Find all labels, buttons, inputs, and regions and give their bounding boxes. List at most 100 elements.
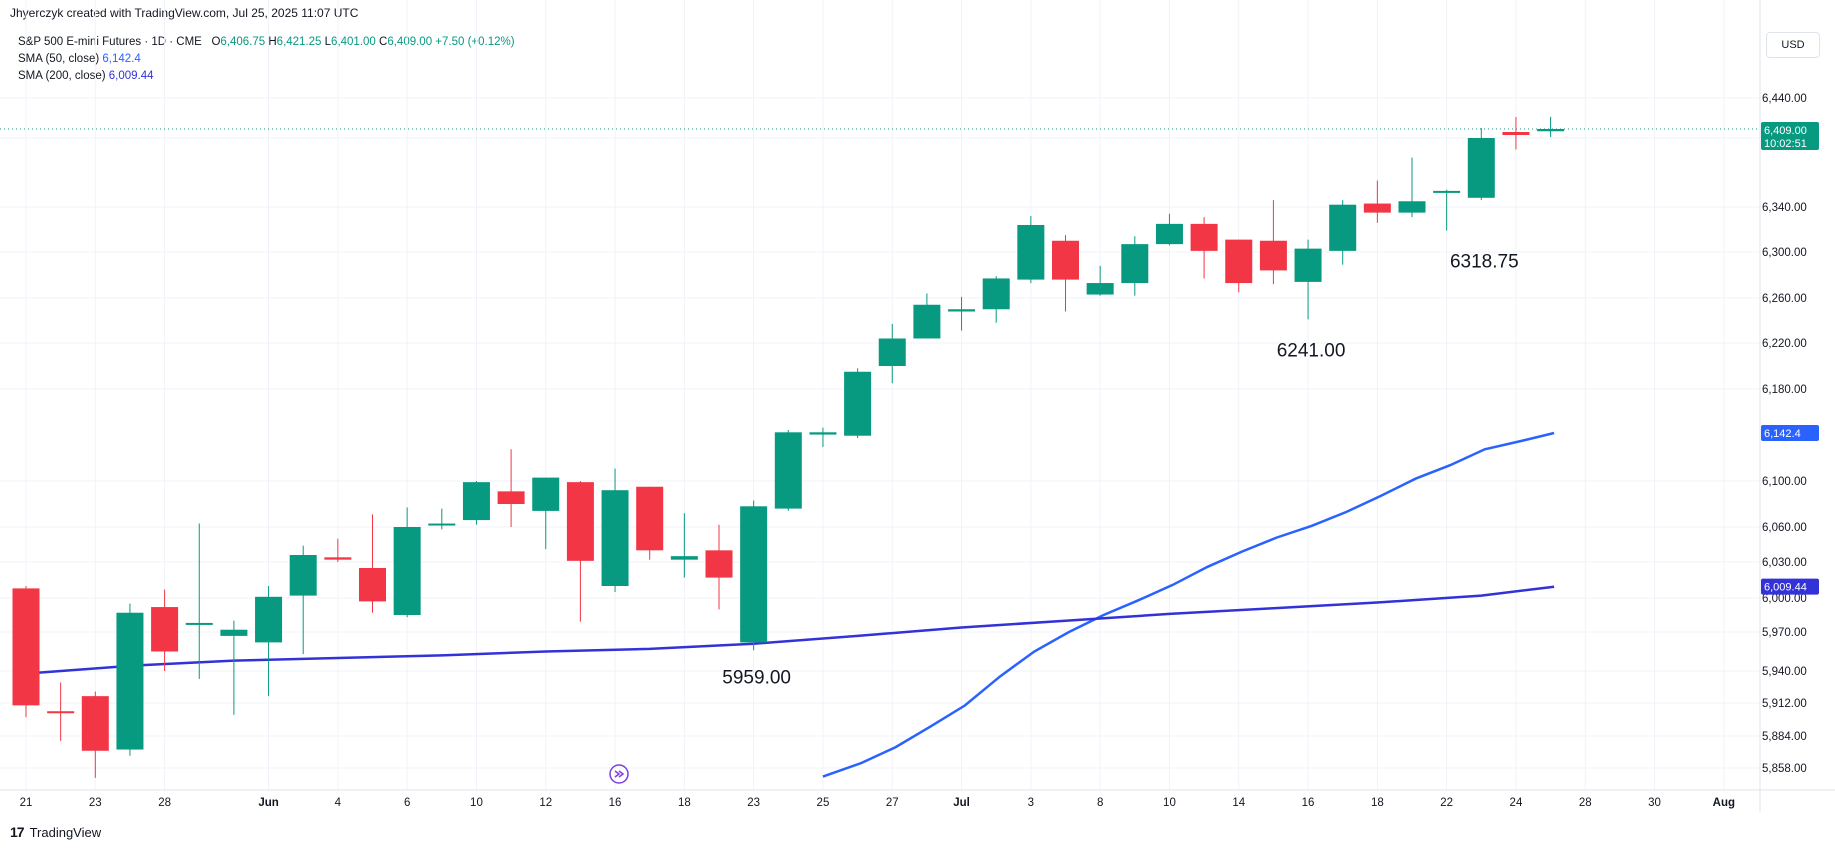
- time-tick-label: 8: [1097, 797, 1103, 809]
- time-tick-label: 16: [1302, 797, 1315, 809]
- candle-body: [982, 278, 1010, 310]
- legend-high: 6,421.25: [276, 36, 322, 48]
- candle-body: [151, 607, 179, 652]
- legend-sma200-value: 6,009.44: [108, 70, 154, 82]
- sma-lines: [15, 431, 1555, 778]
- candle: [532, 477, 560, 550]
- candle-body: [185, 622, 213, 625]
- candle-body: [12, 588, 40, 706]
- last-price-tag-bg: [1761, 122, 1819, 150]
- candle: [636, 486, 664, 560]
- candle-body: [913, 304, 941, 339]
- time-tick-label: 14: [1232, 797, 1245, 809]
- candle-body: [1502, 132, 1530, 135]
- price-tick-label: 6,000.00: [1762, 593, 1807, 605]
- candle-body: [532, 477, 560, 511]
- candle: [705, 524, 733, 610]
- candle: [913, 293, 941, 339]
- replay-icon[interactable]: [609, 764, 629, 784]
- candle: [1467, 128, 1495, 201]
- candle: [220, 620, 248, 715]
- candles: [12, 116, 1565, 778]
- low-annotation: 6241.00: [1277, 340, 1346, 361]
- time-tick-label: 25: [817, 797, 830, 809]
- legend-change: +7.50 (+0.12%): [435, 36, 515, 48]
- tradingview-logo-icon: 17: [10, 824, 25, 840]
- legend-sma200-row[interactable]: SMA (200, close) 6,009.44: [18, 68, 515, 85]
- candle: [1017, 216, 1045, 284]
- candle-body: [1259, 240, 1287, 271]
- legend-low: 6,401.00: [331, 36, 376, 48]
- price-tick-label: 5,970.00: [1762, 627, 1807, 639]
- candle: [462, 481, 490, 525]
- time-tick-label: 30: [1648, 797, 1661, 809]
- candle-body: [670, 556, 698, 560]
- candle-body: [1017, 225, 1045, 280]
- price-tick-label: 5,884.00: [1762, 731, 1807, 743]
- chart-grid: [0, 0, 1760, 790]
- price-tick-label: 5,940.00: [1762, 666, 1807, 678]
- sma200-tag-text: 6,009.44: [1764, 582, 1807, 594]
- candle-body: [566, 482, 594, 561]
- time-tick-label: 21: [20, 797, 33, 809]
- time-tick-label: 3: [1028, 797, 1034, 809]
- candle-body: [948, 309, 976, 312]
- legend-ohlc-row[interactable]: S&P 500 E-mini Futures · 1D · CME O6,406…: [18, 34, 515, 51]
- candle: [81, 691, 109, 778]
- candle: [1121, 236, 1149, 296]
- candle-body: [1225, 239, 1253, 284]
- price-tick-label: 6,060.00: [1762, 522, 1807, 534]
- candle-body: [81, 696, 109, 751]
- candle-body: [359, 568, 386, 602]
- candle-body: [740, 506, 768, 643]
- time-axis: 21 23 28 Jun 4 6 10 12 16 18 23 25 27 Jul 3 8 10 14 16 18 22…: [20, 797, 1735, 809]
- candle-body: [1433, 190, 1461, 193]
- price-tick-label: 6,260.00: [1762, 293, 1807, 305]
- candle: [1294, 239, 1322, 320]
- time-tick-label: 24: [1510, 797, 1523, 809]
- candle: [601, 468, 629, 592]
- candle-body: [1190, 223, 1218, 251]
- candle: [740, 500, 768, 651]
- candle-body: [809, 432, 837, 435]
- time-tick-label: 23: [747, 797, 760, 809]
- candle: [1537, 116, 1565, 137]
- legend-high-label: H: [268, 36, 277, 48]
- tradingview-brand: TradingView: [29, 824, 102, 840]
- candle: [1502, 117, 1530, 150]
- currency-button[interactable]: USD: [1766, 32, 1820, 58]
- price-tick-label: 6,100.00: [1762, 476, 1807, 488]
- chart-legend: S&P 500 E-mini Futures · 1D · CME O6,406…: [18, 34, 515, 85]
- candle-body: [116, 612, 144, 750]
- candle-body: [1363, 203, 1391, 213]
- candle: [1398, 157, 1426, 218]
- candle: [1433, 189, 1461, 231]
- legend-close-label: C: [379, 36, 388, 48]
- price-tick-label: 6,300.00: [1762, 247, 1807, 259]
- sma200-line: [15, 585, 1555, 676]
- candle: [948, 296, 976, 331]
- candle: [844, 368, 872, 438]
- sma50-tag-bg: [1761, 425, 1819, 441]
- price-tick-label: 5,858.00: [1762, 763, 1807, 775]
- replay-icon-ring: [609, 764, 629, 784]
- candle-body: [393, 527, 421, 615]
- candle-body: [324, 557, 352, 560]
- time-tick-label: 12: [539, 797, 552, 809]
- candle: [289, 545, 317, 655]
- time-tick-label: 23: [89, 797, 102, 809]
- footer-branding[interactable]: 17 TradingView: [10, 824, 101, 840]
- legend-sma50-row[interactable]: SMA (50, close) 6,142.4: [18, 51, 515, 68]
- candle: [1225, 239, 1253, 293]
- candle-body: [1294, 248, 1322, 282]
- low-annotation: 6318.75: [1450, 252, 1519, 273]
- candle: [185, 523, 213, 679]
- time-tick-label: 18: [678, 797, 691, 809]
- chart-attribution: Jhyerczyk created with TradingView.com, …: [10, 6, 359, 20]
- candle: [1363, 180, 1391, 223]
- time-tick-label: 10: [1163, 797, 1176, 809]
- legend-sma50-value: 6,142.4: [102, 53, 141, 65]
- legend-sma200-label: SMA (200, close): [18, 70, 106, 82]
- time-tick-label: 4: [335, 797, 342, 809]
